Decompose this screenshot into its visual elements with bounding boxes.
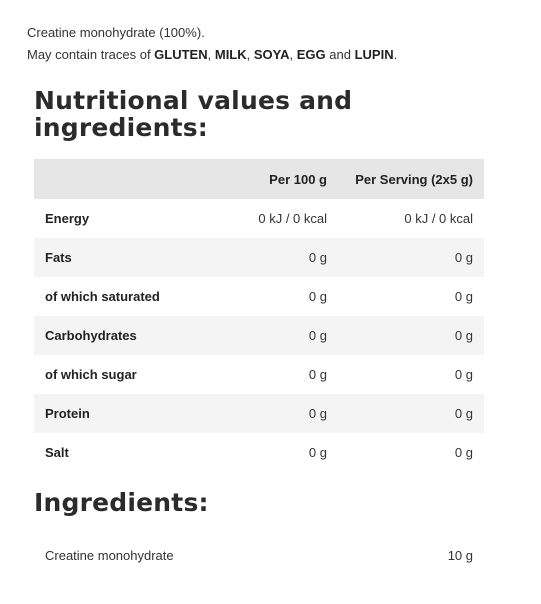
allergen-gluten: GLUTEN: [154, 47, 208, 62]
nutrient-label: of which saturated: [45, 289, 160, 304]
value-per-serving: 0 g: [454, 250, 473, 265]
value-per-serving: 0 g: [454, 367, 473, 382]
table-row: Energy 0 kJ / 0 kcal 0 kJ / 0 kcal: [34, 199, 484, 238]
nutrition-table: Per 100 g Per Serving (2x5 g) Energy 0 k…: [34, 159, 484, 472]
ingredient-row: Creatine monohydrate 10 g: [34, 535, 484, 575]
table-row: of which sugar 0 g 0 g: [34, 355, 484, 394]
ingredients-heading: Ingredients:: [34, 488, 209, 517]
allergen-prefix: May contain traces of: [27, 47, 155, 62]
nutrient-label: Energy: [45, 211, 90, 226]
allergen-egg: EGG: [296, 47, 326, 62]
allergen-lupin: LUPIN: [354, 47, 394, 62]
composition-line: Creatine monohydrate (100%).: [27, 25, 205, 40]
nutrient-label: of which sugar: [45, 367, 137, 382]
allergen-and: and: [325, 47, 355, 62]
nutrient-label: Protein: [45, 406, 90, 421]
value-per-100g: 0 g: [308, 406, 327, 421]
value-per-serving: 0 g: [454, 406, 473, 421]
allergen-separator: ,: [246, 47, 254, 62]
column-header-nutrient: [34, 159, 206, 199]
table-row: Protein 0 g 0 g: [34, 394, 484, 433]
value-per-serving: 0 g: [454, 328, 473, 343]
column-header-per-100g: Per 100 g: [269, 171, 327, 187]
value-per-100g: 0 g: [308, 445, 327, 460]
nutrition-table-header: Per 100 g Per Serving (2x5 g): [34, 159, 484, 199]
column-header-per-serving: Per Serving (2x5 g): [355, 171, 473, 187]
allergen-suffix: .: [393, 47, 398, 62]
nutrient-label: Salt: [45, 445, 69, 460]
table-row: Carbohydrates 0 g 0 g: [34, 316, 484, 355]
ingredient-amount: 10 g: [447, 547, 473, 563]
value-per-serving: 0 g: [454, 289, 473, 304]
value-per-100g: 0 g: [308, 250, 327, 265]
value-per-100g: 0 kJ / 0 kcal: [258, 211, 327, 226]
allergen-milk: MILK: [214, 47, 247, 62]
value-per-100g: 0 g: [308, 367, 327, 382]
table-row: of which saturated 0 g 0 g: [34, 277, 484, 316]
allergen-separator: ,: [207, 47, 215, 62]
nutrition-heading: Nutritional values and ingredients:: [34, 86, 353, 142]
table-row: Salt 0 g 0 g: [34, 433, 484, 472]
value-per-serving: 0 kJ / 0 kcal: [404, 211, 473, 226]
nutrient-label: Fats: [45, 250, 72, 265]
product-composition: Creatine monohydrate (100%). May contain…: [27, 22, 397, 66]
ingredient-name: Creatine monohydrate: [45, 547, 174, 563]
table-row: Fats 0 g 0 g: [34, 238, 484, 277]
value-per-serving: 0 g: [454, 445, 473, 460]
allergen-soya: SOYA: [253, 47, 290, 62]
value-per-100g: 0 g: [308, 289, 327, 304]
value-per-100g: 0 g: [308, 328, 327, 343]
nutrient-label: Carbohydrates: [45, 328, 137, 343]
allergen-line: May contain traces of GLUTEN, MILK, SOYA…: [27, 44, 397, 66]
allergen-separator: ,: [289, 47, 297, 62]
